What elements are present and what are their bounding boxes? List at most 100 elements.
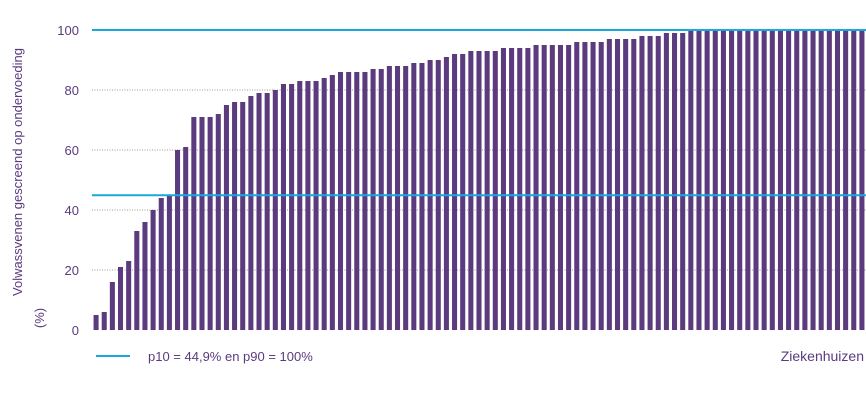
bar-37 xyxy=(386,66,392,330)
bar-10 xyxy=(166,195,172,330)
y-tick-label-0: 0 xyxy=(72,323,79,338)
bar-21 xyxy=(256,93,262,330)
y-tick-label-60: 60 xyxy=(65,143,79,158)
bar-54 xyxy=(525,48,531,330)
bar-3 xyxy=(109,282,115,330)
y-axis-ticks: 0 20 40 60 80 100 xyxy=(57,23,79,338)
bar-60 xyxy=(574,42,580,330)
bar-2 xyxy=(101,312,107,330)
bar-64 xyxy=(606,39,612,330)
bar-9 xyxy=(158,198,164,330)
bar-12 xyxy=(183,147,189,330)
bar-16 xyxy=(215,114,221,330)
bar-77 xyxy=(712,30,718,330)
bar-34 xyxy=(362,72,368,330)
legend-label: p10 = 44,9% en p90 = 100% xyxy=(148,348,313,364)
bar-17 xyxy=(223,105,229,330)
bar-46 xyxy=(460,54,466,330)
bar-68 xyxy=(639,36,645,330)
bar-11 xyxy=(175,150,181,330)
bar-23 xyxy=(272,90,278,330)
bar-55 xyxy=(533,45,539,330)
bar-8 xyxy=(150,210,156,330)
bar-85 xyxy=(777,30,783,330)
bar-83 xyxy=(761,30,767,330)
bar-26 xyxy=(297,81,303,330)
bar-28 xyxy=(313,81,319,330)
bar-91 xyxy=(826,30,832,330)
bar-1 xyxy=(93,315,99,330)
bar-62 xyxy=(590,42,596,330)
bar-45 xyxy=(452,54,458,330)
bar-52 xyxy=(509,48,515,330)
bar-19 xyxy=(240,102,246,330)
bar-36 xyxy=(378,69,384,330)
bar-84 xyxy=(769,30,775,330)
bar-48 xyxy=(476,51,482,330)
bar-73 xyxy=(680,33,686,330)
bar-79 xyxy=(729,30,735,330)
bar-53 xyxy=(517,48,523,330)
bar-39 xyxy=(403,66,409,330)
bar-7 xyxy=(142,222,148,330)
bar-86 xyxy=(786,30,792,330)
bar-22 xyxy=(264,93,270,330)
bar-14 xyxy=(199,117,205,330)
bar-33 xyxy=(354,72,360,330)
bar-30 xyxy=(329,75,335,330)
bar-35 xyxy=(370,69,376,330)
bar-70 xyxy=(655,36,661,330)
bar-18 xyxy=(232,102,238,330)
bar-27 xyxy=(305,81,311,330)
bar-20 xyxy=(248,96,254,330)
bar-94 xyxy=(851,30,857,330)
bar-49 xyxy=(484,51,490,330)
bar-71 xyxy=(663,33,669,330)
bar-80 xyxy=(737,30,743,330)
bar-92 xyxy=(834,30,841,330)
bar-15 xyxy=(207,117,213,330)
y-tick-label-80: 80 xyxy=(65,83,79,98)
bar-76 xyxy=(704,30,710,330)
bar-41 xyxy=(419,63,425,330)
bar-51 xyxy=(500,48,506,330)
bar-58 xyxy=(557,45,563,330)
bar-90 xyxy=(818,30,824,330)
reference-lines xyxy=(92,29,866,197)
bar-4 xyxy=(117,267,124,330)
bar-44 xyxy=(443,57,449,330)
bar-89 xyxy=(810,30,816,330)
bar-32 xyxy=(346,72,352,330)
bar-75 xyxy=(696,30,702,330)
bar-31 xyxy=(337,72,344,330)
bar-57 xyxy=(549,45,555,330)
bar-67 xyxy=(631,39,637,330)
bar-25 xyxy=(289,84,295,330)
bar-95 xyxy=(859,30,865,330)
y-tick-label-100: 100 xyxy=(57,23,79,38)
bar-69 xyxy=(647,36,653,330)
bar-47 xyxy=(468,51,474,330)
bar-29 xyxy=(321,78,327,330)
y-tick-label-40: 40 xyxy=(65,203,79,218)
bar-59 xyxy=(566,45,572,330)
bar-5 xyxy=(126,261,132,330)
bar-81 xyxy=(745,30,751,330)
bar-93 xyxy=(843,30,849,330)
bar-74 xyxy=(688,30,694,330)
bar-66 xyxy=(623,39,629,330)
y-tick-label-20: 20 xyxy=(65,263,79,278)
bar-72 xyxy=(672,33,678,330)
bar-87 xyxy=(794,30,800,330)
y-axis-label-line-2: (%) xyxy=(32,308,47,328)
bar-6 xyxy=(134,231,140,330)
bar-61 xyxy=(582,42,588,330)
bar-82 xyxy=(753,30,759,330)
bar-88 xyxy=(802,30,808,330)
bar-65 xyxy=(614,39,621,330)
bar-78 xyxy=(720,30,726,330)
legend-swatch xyxy=(96,355,130,357)
bar-63 xyxy=(598,42,604,330)
bar-50 xyxy=(492,51,498,330)
